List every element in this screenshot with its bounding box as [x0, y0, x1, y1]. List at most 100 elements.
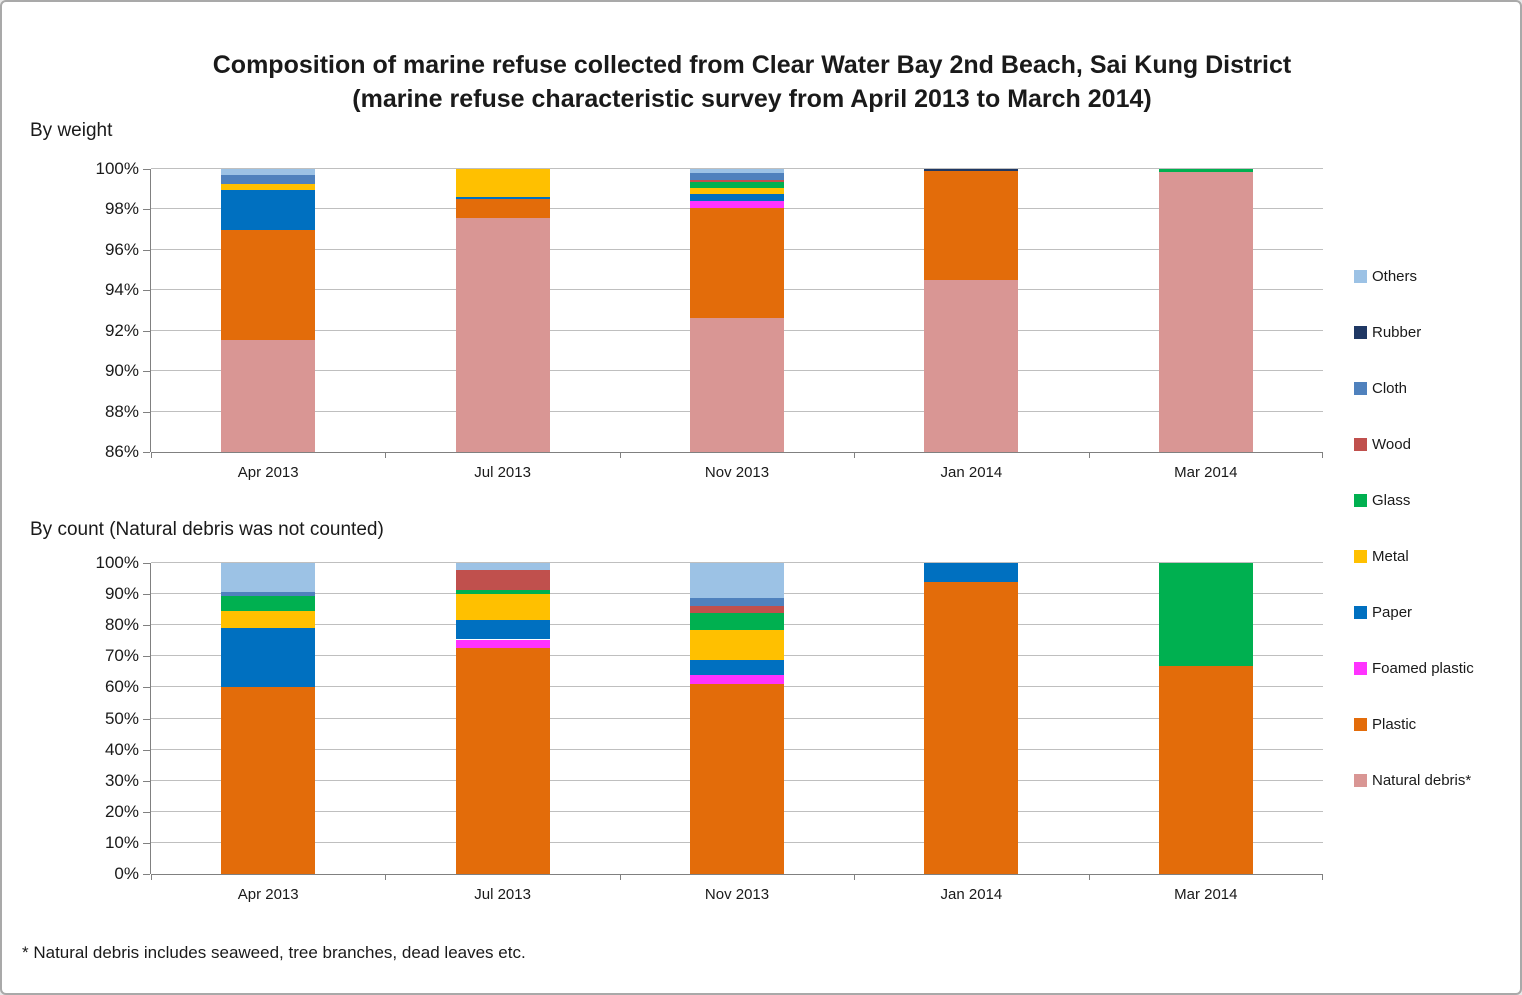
count-chart-label: By count (Natural debris was not counted… [30, 519, 384, 540]
segment-cloth [221, 175, 316, 185]
y-axis-tick-label: 10% [104, 832, 139, 852]
legend-item-glass: Glass [1354, 492, 1474, 509]
legend-item-metal: Metal [1354, 548, 1474, 565]
segment-plastic [455, 647, 550, 874]
stacked-bar-mar-2014 [1158, 169, 1253, 452]
y-axis-tick-label: 100% [95, 159, 139, 178]
x-axis-category-label: Mar 2014 [1174, 464, 1238, 481]
segment-paper [690, 660, 784, 676]
x-axis-category-label: Jan 2014 [940, 464, 1003, 481]
y-axis-tick [143, 718, 150, 720]
y-axis-tick [143, 290, 150, 292]
segment-plastic [221, 229, 316, 340]
legend-label-glass: Glass [1372, 492, 1411, 509]
x-axis-category-label: Nov 2013 [704, 886, 770, 903]
y-axis-tick-label: 40% [104, 739, 139, 759]
segment-others [455, 563, 550, 570]
segment-cloth [690, 598, 784, 606]
segment-wood [690, 605, 784, 613]
y-axis-tick [143, 749, 150, 751]
x-axis-line [151, 452, 1323, 453]
y-axis-tick-label: 92% [104, 320, 139, 340]
segment-plastic [924, 581, 1019, 874]
x-axis-tick [1088, 874, 1090, 880]
segment-wood [455, 569, 550, 591]
segment-glass [221, 596, 316, 612]
segment-metal [690, 629, 784, 661]
segment-natural_debris [221, 339, 316, 452]
stacked-bar-jul-2013 [455, 563, 550, 874]
segment-natural_debris [924, 280, 1019, 452]
y-axis-tick-label: 70% [104, 646, 139, 666]
y-axis-tick [143, 169, 150, 170]
segment-foamed_plastic [455, 639, 550, 648]
x-axis-tick [1322, 874, 1323, 880]
count-chart-plot-area: 0% 10% 20% 30% 40% 50% 60% 70% 80% 90% 100% Apr 201… [96, 553, 1323, 903]
segment-plastic [1158, 665, 1253, 874]
segment-natural_debris [455, 217, 550, 452]
y-axis-tick-label: 50% [104, 708, 139, 728]
y-axis-tick [143, 780, 150, 782]
weight-chart-label: By weight [30, 120, 113, 141]
segment-glass [455, 590, 550, 595]
legend-item-wood: Wood [1354, 436, 1474, 453]
x-axis-category-label: Jul 2013 [474, 886, 531, 903]
legend-item-paper: Paper [1354, 604, 1474, 621]
segment-glass [1158, 563, 1253, 666]
legend-label-cloth: Cloth [1372, 380, 1408, 397]
x-axis-tick [151, 452, 152, 458]
gridline [151, 562, 1323, 563]
y-axis-tick [143, 874, 150, 875]
legend-label-metal: Metal [1372, 548, 1409, 565]
chart-title-line2: (marine refuse characteristic survey fro… [352, 85, 1152, 113]
segment-metal [221, 184, 316, 191]
legend-swatch-wood [1354, 438, 1367, 451]
legend-item-cloth: Cloth [1354, 380, 1474, 397]
segment-plastic [924, 171, 1019, 281]
stacked-bar-mar-2014 [1158, 563, 1253, 874]
y-axis-tick-label: 30% [104, 770, 139, 790]
segment-natural_debris [690, 317, 784, 452]
segment-glass [690, 612, 784, 630]
legend-swatch-foamed_plastic [1354, 662, 1367, 675]
legend-swatch-glass [1354, 494, 1367, 507]
x-axis-tick [385, 452, 387, 458]
legend-label-others: Others [1372, 268, 1418, 285]
y-axis-tick [143, 411, 150, 413]
footnote: * Natural debris includes seaweed, tree … [22, 943, 526, 962]
segment-paper [924, 563, 1019, 582]
segment-cloth [221, 591, 316, 597]
legend-label-natural_debris: Natural debris* [1372, 772, 1472, 789]
segment-plastic [455, 199, 550, 218]
y-axis-tick-label: 98% [104, 199, 139, 219]
y-axis-tick [143, 656, 150, 658]
segment-others [690, 563, 784, 599]
y-axis-tick [143, 594, 150, 596]
segment-glass [690, 182, 784, 189]
x-axis-tick [385, 874, 387, 880]
x-axis-tick [619, 452, 621, 458]
legend-swatch-paper [1354, 606, 1367, 619]
segment-rubber [924, 169, 1019, 172]
segment-paper [221, 190, 316, 230]
legend-swatch-natural_debris [1354, 774, 1367, 787]
segment-natural_debris [1158, 172, 1253, 452]
legend-swatch-metal [1354, 550, 1367, 563]
x-axis-category-label: Apr 2013 [237, 464, 299, 481]
segment-metal [455, 169, 550, 198]
chart-title: Composition of marine refuse collected f… [2, 48, 1502, 116]
x-axis-tick [1322, 452, 1323, 458]
legend-swatch-cloth [1354, 382, 1367, 395]
stacked-bar-nov-2013 [690, 563, 784, 874]
y-axis-tick-label: 20% [104, 801, 139, 821]
x-axis-category-label: Apr 2013 [237, 886, 299, 903]
segment-glass [1158, 169, 1253, 173]
weight-chart-plot-area: 86% 88% 90% 92% 94% 96% 98% 100% Apr 2013 Jul 201… [96, 159, 1323, 481]
legend-item-rubber: Rubber [1354, 324, 1474, 341]
x-axis-tick [1088, 452, 1090, 458]
x-axis-tick [854, 874, 856, 880]
y-axis-tick [143, 371, 150, 373]
stacked-bar-nov-2013 [690, 169, 784, 452]
gridline [151, 168, 1323, 169]
segment-paper [455, 197, 550, 200]
